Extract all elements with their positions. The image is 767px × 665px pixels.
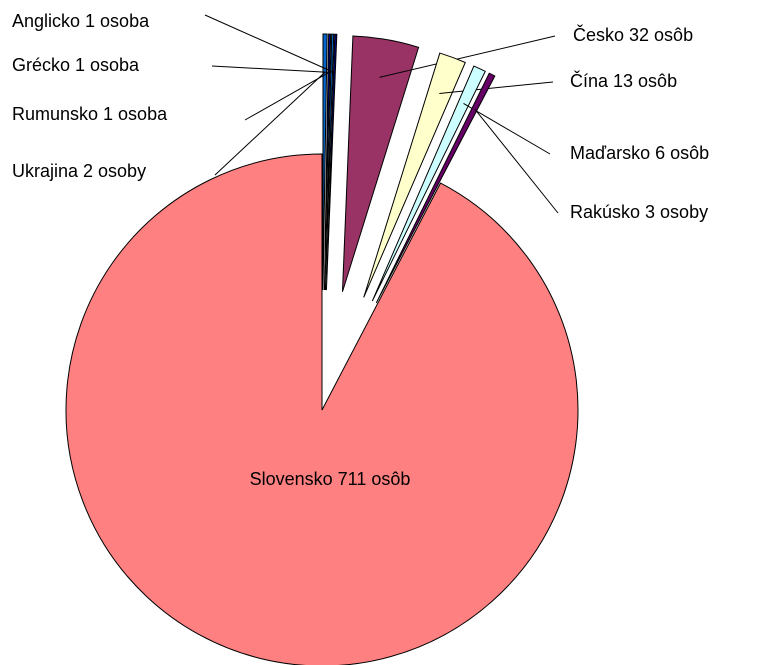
pie-slice: [325, 33, 338, 291]
data-label: Ukrajina 2 osoby: [12, 161, 146, 181]
pie-slice: [323, 33, 332, 291]
data-label: Rumunsko 1 osoba: [12, 104, 168, 124]
pie-slice: [371, 65, 486, 302]
data-label: Grécko 1 osoba: [12, 55, 140, 75]
leader-line: [379, 35, 556, 78]
data-label: Čína 13 osôb: [570, 70, 677, 91]
data-label: Česko 32 osôb: [573, 24, 693, 45]
leader-line: [211, 65, 332, 74]
leader-line: [204, 14, 335, 74]
leader-line: [244, 72, 330, 121]
data-label: Slovensko 711 osôb: [250, 469, 411, 489]
data-label: Rakúsko 3 osoby: [570, 202, 708, 222]
pie-slice: [324, 33, 335, 291]
pie-slice: [341, 35, 420, 292]
pie-slice: [375, 72, 496, 304]
leader-line: [439, 81, 554, 94]
pie-slice: [65, 153, 579, 665]
pie-slice: [363, 52, 466, 298]
data-label: Anglicko 1 osoba: [12, 11, 150, 31]
data-label: Maďarsko 6 osôb: [570, 143, 709, 163]
leader-line: [474, 108, 559, 214]
leader-line: [214, 72, 326, 176]
leader-line: [463, 103, 551, 155]
pie-slice: [322, 33, 328, 291]
